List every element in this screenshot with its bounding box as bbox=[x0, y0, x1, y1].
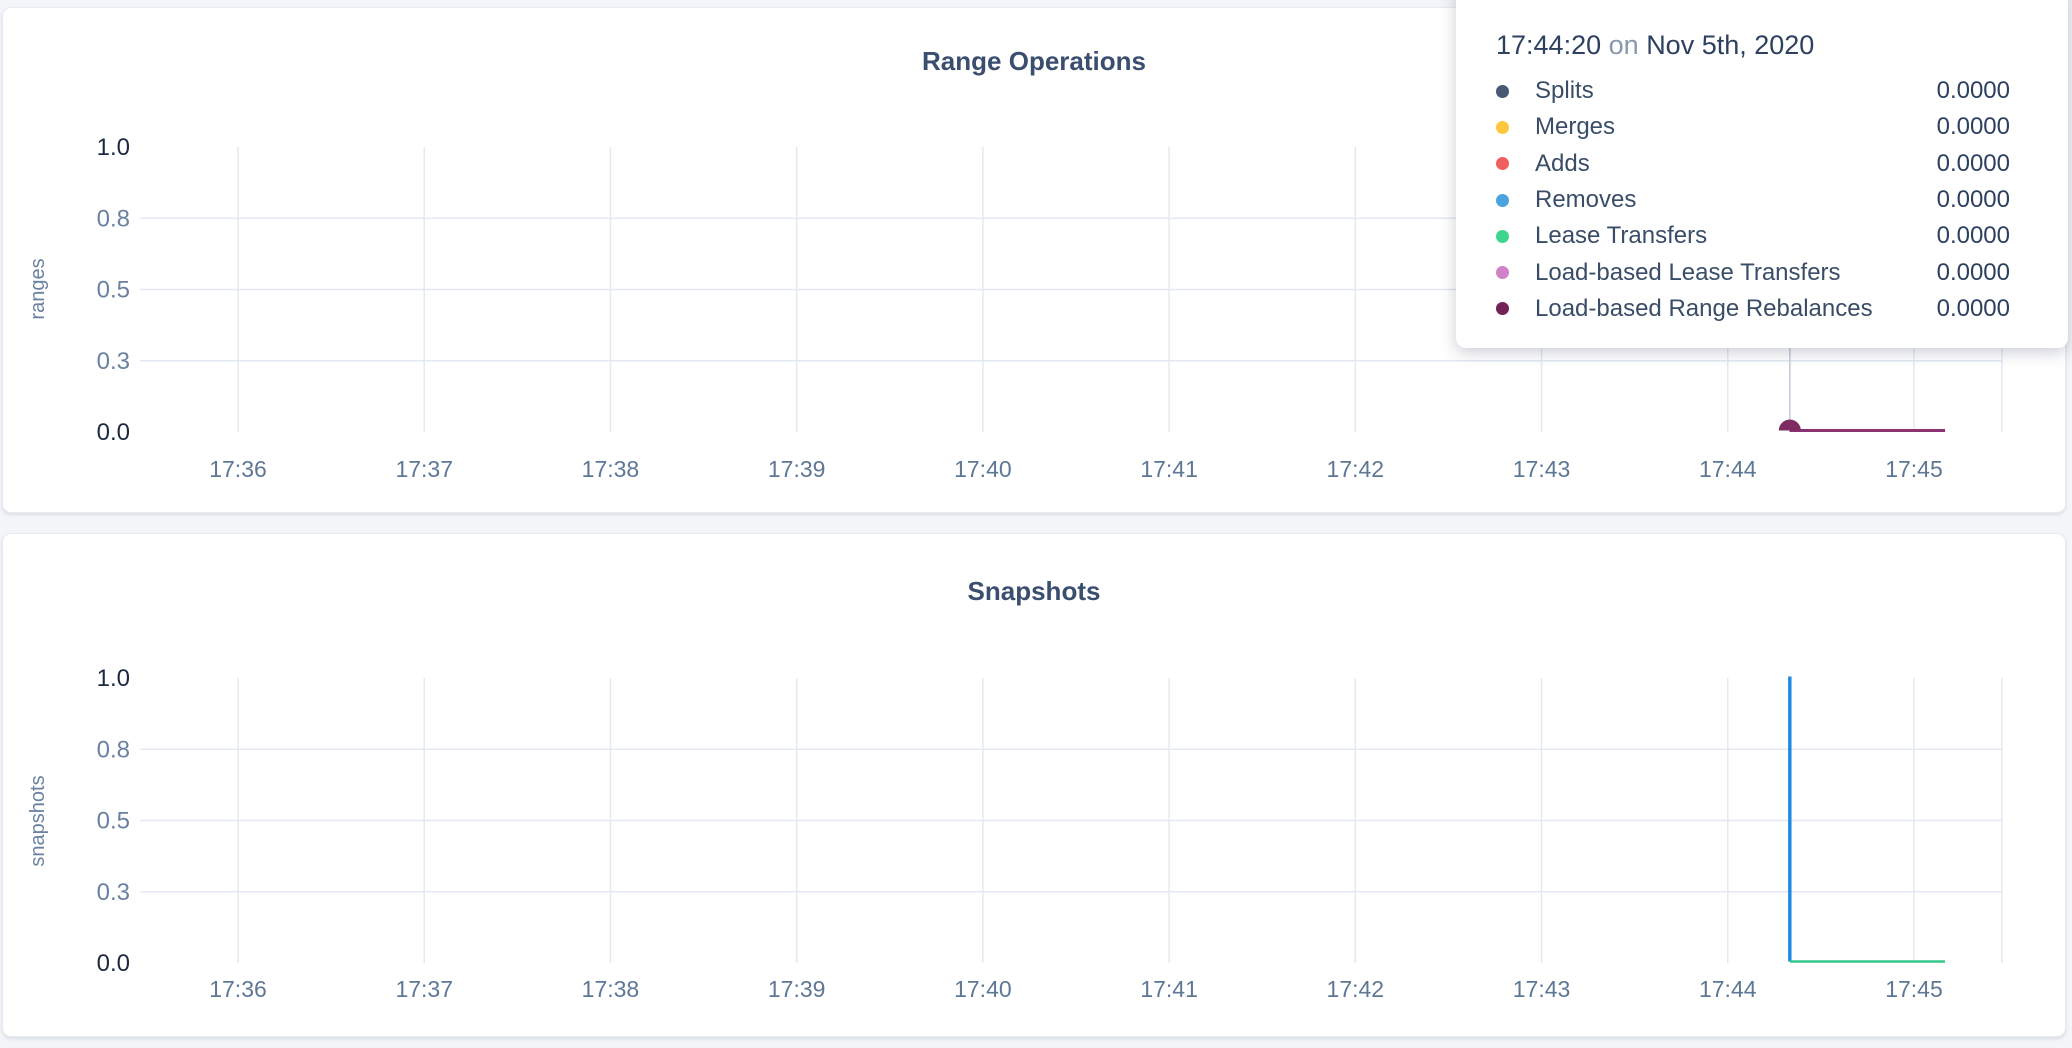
y-tick-label: 1.0 bbox=[97, 134, 130, 161]
x-tick-label: 17:41 bbox=[1140, 976, 1198, 1002]
y-tick-label: 0.5 bbox=[97, 808, 130, 835]
tooltip-timestamp: 17:44:20 on Nov 5th, 2020 bbox=[1456, 0, 2068, 71]
legend-swatch-icon bbox=[1496, 229, 1509, 243]
x-tick-label: 17:44 bbox=[1699, 456, 1757, 482]
legend-row: Load-based Lease Transfers 0.0000 bbox=[1496, 254, 2010, 290]
legend-value: 0.0000 bbox=[1936, 113, 2010, 141]
tooltip-time: 17:44:20 bbox=[1496, 30, 1602, 60]
tooltip-date: Nov 5th, 2020 bbox=[1646, 30, 1815, 60]
legend-value: 0.0000 bbox=[1936, 149, 2010, 177]
legend-value: 0.0000 bbox=[1936, 77, 2010, 105]
snapshots-title: Snapshots bbox=[968, 576, 1101, 606]
x-tick-label: 17:37 bbox=[395, 976, 453, 1002]
x-tick-label: 17:45 bbox=[1885, 456, 1943, 482]
y-tick-label: 0.0 bbox=[97, 419, 130, 446]
chart-hover-tooltip: 17:44:20 on Nov 5th, 2020 Splits 0.0000 Me… bbox=[1456, 0, 2068, 348]
y-tick-label: 0.3 bbox=[97, 348, 130, 375]
x-tick-label: 17:42 bbox=[1327, 456, 1385, 482]
x-tick-label: 17:40 bbox=[954, 976, 1012, 1002]
range-operations-y-axis-label: ranges bbox=[27, 258, 49, 319]
y-tick-label: 0.0 bbox=[97, 950, 130, 977]
legend-label: Splits bbox=[1535, 77, 1594, 105]
legend-swatch-icon bbox=[1496, 193, 1509, 207]
y-tick-label: 0.8 bbox=[97, 736, 130, 763]
legend-swatch-icon bbox=[1496, 302, 1509, 316]
legend-swatch-icon bbox=[1496, 157, 1509, 171]
legend-value: 0.0000 bbox=[1936, 294, 2010, 322]
y-tick-label: 0.5 bbox=[97, 277, 130, 304]
x-tick-label: 17:36 bbox=[209, 456, 267, 482]
x-tick-label: 17:42 bbox=[1327, 976, 1385, 1002]
x-tick-label: 17:38 bbox=[582, 456, 640, 482]
snapshots-plot-hover-area[interactable] bbox=[140, 678, 2002, 963]
gridlines bbox=[140, 678, 2003, 963]
legend-value: 0.0000 bbox=[1936, 186, 2010, 214]
legend-row: Load-based Range Rebalances 0.0000 bbox=[1496, 291, 2010, 327]
legend-row: Merges 0.0000 bbox=[1496, 109, 2010, 145]
legend-value: 0.0000 bbox=[1936, 222, 2010, 250]
snapshots-y-axis-label: snapshots bbox=[27, 775, 49, 866]
x-tick-label: 17:43 bbox=[1513, 456, 1571, 482]
legend-swatch-icon bbox=[1496, 120, 1509, 134]
range-operations-title: Range Operations bbox=[922, 46, 1146, 76]
x-tick-label: 17:41 bbox=[1140, 456, 1198, 482]
legend-row: Removes 0.0000 bbox=[1496, 182, 2010, 218]
legend-swatch-icon bbox=[1496, 266, 1509, 280]
x-tick-label: 17:45 bbox=[1885, 976, 1943, 1002]
legend-row: Adds 0.0000 bbox=[1496, 146, 2010, 182]
legend-label: Removes bbox=[1535, 186, 1637, 214]
y-tick-label: 0.8 bbox=[97, 205, 130, 232]
x-tick-label: 17:39 bbox=[768, 456, 826, 482]
x-tick-label: 17:38 bbox=[582, 976, 640, 1002]
x-tick-label: 17:39 bbox=[768, 976, 826, 1002]
y-tick-label: 0.3 bbox=[97, 879, 130, 906]
series-lines bbox=[1788, 676, 1946, 963]
x-tick-label: 17:40 bbox=[954, 456, 1012, 482]
tooltip-legend: Splits 0.0000 Merges 0.0000 Adds 0.0000 Remove… bbox=[1456, 71, 2068, 327]
legend-value: 0.0000 bbox=[1936, 258, 2010, 286]
snapshots-card bbox=[2, 533, 2066, 1037]
hover-point bbox=[1778, 419, 1801, 431]
legend-label: Load-based Lease Transfers bbox=[1535, 258, 1841, 286]
legend-label: Adds bbox=[1535, 149, 1590, 177]
legend-row: Splits 0.0000 bbox=[1496, 73, 2010, 109]
tooltip-connector: on bbox=[1608, 30, 1639, 60]
legend-label: Load-based Range Rebalances bbox=[1535, 294, 1873, 322]
legend-label: Merges bbox=[1535, 113, 1616, 141]
x-tick-label: 17:44 bbox=[1699, 976, 1757, 1002]
y-tick-label: 1.0 bbox=[97, 665, 130, 692]
x-tick-label: 17:37 bbox=[395, 456, 453, 482]
legend-swatch-icon bbox=[1496, 84, 1509, 98]
x-tick-label: 17:36 bbox=[209, 976, 267, 1002]
legend-label: Lease Transfers bbox=[1535, 222, 1708, 250]
legend-row: Lease Transfers 0.0000 bbox=[1496, 218, 2010, 254]
x-tick-label: 17:43 bbox=[1513, 976, 1571, 1002]
